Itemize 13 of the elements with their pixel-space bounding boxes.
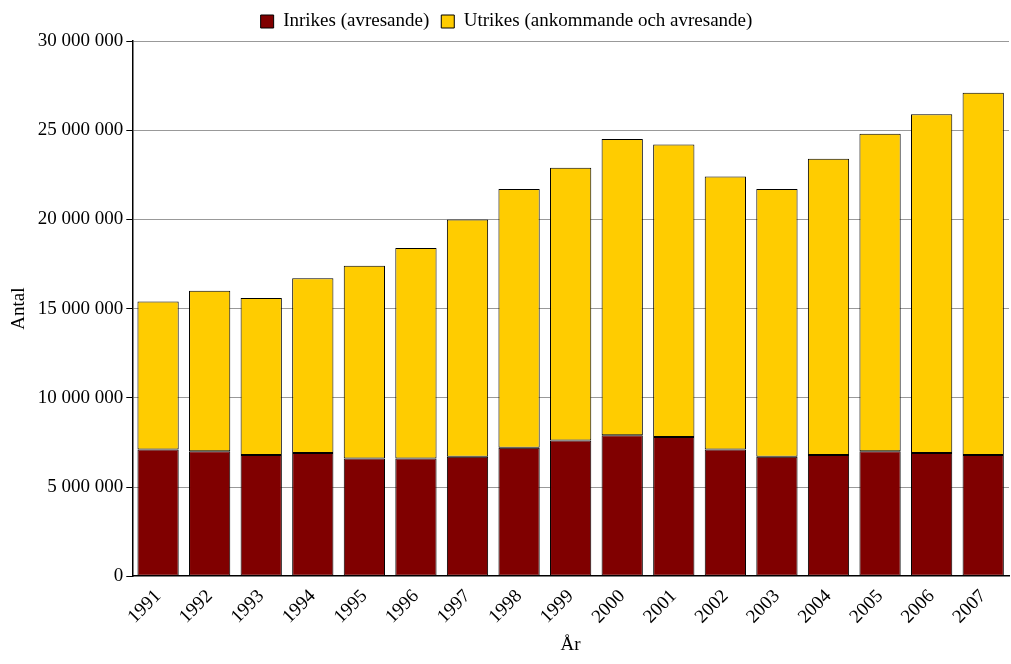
legend-label: Utrikes (ankommande och avresande) bbox=[463, 9, 753, 32]
y-tick-label: 20 000 000 bbox=[37, 207, 124, 229]
legend-label: Inrikes (avresande) bbox=[283, 9, 430, 32]
y-tick-label: 30 000 000 bbox=[37, 28, 124, 50]
x-tick-label: 1991 bbox=[122, 584, 165, 627]
y-tick-label: 0 bbox=[113, 564, 124, 586]
y-axis-title: Antal bbox=[7, 287, 29, 330]
x-axis-title: År bbox=[560, 632, 582, 654]
y-tick-label: 15 000 000 bbox=[37, 296, 124, 318]
y-tick-label: 25 000 000 bbox=[37, 118, 124, 140]
x-tick-label: 1998 bbox=[483, 584, 526, 627]
y-tick-label: 10 000 000 bbox=[37, 385, 124, 407]
y-tick-label: 5 000 000 bbox=[47, 474, 124, 496]
